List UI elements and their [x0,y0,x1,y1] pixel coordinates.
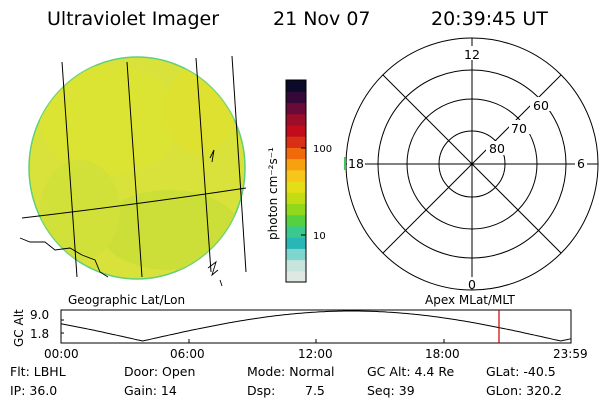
colorbar-tick-10: 10 [313,231,326,242]
colorbar-segment [286,102,306,115]
status-glon: GLon: 320.2 [486,383,562,398]
lat-label-80: 80 [489,141,505,156]
status-ip: IP: 36.0 [10,383,58,398]
colorbar-segment [286,169,306,182]
colorbar-segment [286,237,306,249]
altitude-xtick-1800: 18:00 [425,347,460,361]
mlt-6-bg [575,156,587,170]
colorbar-segment [286,203,306,216]
status-dsp-label: Dsp: [247,383,276,398]
status-gain: Gain: 14 [124,383,177,398]
colorbar-frame [285,79,307,283]
date-label: 21 Nov 07 [273,8,371,30]
colorbar-tick-100: 100 [313,144,332,155]
colorbar-ticks [301,147,306,236]
globe-panel-label: Geographic Lat/Lon [68,293,186,307]
earth-disk-image [28,56,246,280]
colorbar-segment [286,147,306,160]
status-door: Door: Open [124,364,196,379]
mlt-label-18: 18 [348,156,364,171]
colorbar-segment [286,113,306,126]
status-glat: GLat: -40.5 [486,364,556,379]
colorbar-segment [286,80,306,92]
altitude-ytick-max: 9.0 [30,308,50,322]
mlt-18-bg [347,156,365,170]
polar-plot [345,37,599,291]
geographic-grid-lines [21,55,247,278]
colorbar-segment [286,214,306,227]
status-flt: Flt: LBHL [10,364,66,379]
altitude-xtick-1200: 12:00 [298,347,333,361]
colorbar-segment [286,91,306,104]
altitude-plot-frame [60,309,572,344]
altitude-xtick-2359: 23:59 [553,347,588,361]
instrument-title: Ultraviolet Imager [47,8,220,30]
lat-60-bg [530,97,552,111]
colorbar-segment [286,259,306,272]
colorbar-unit-label: photon cm⁻²s⁻¹ [266,147,280,240]
lat-70-bg [509,120,531,134]
polar-panel-label: Apex MLat/MLT [425,293,515,307]
colorbar-segment [286,158,306,171]
colorbar-segment [286,270,306,283]
status-seq: Seq: 39 [367,383,415,398]
status-gc-alt: GC Alt: 4.4 Re [367,364,455,379]
altitude-x-ticks [61,319,445,343]
time-label: 20:39:45 UT [431,8,548,30]
colorbar [286,80,306,283]
status-mode: Mode: Normal [247,364,335,379]
lat-label-60: 60 [533,98,549,113]
coastline-lines [19,149,223,287]
colorbar-segment [286,181,306,193]
mlt-0-bg [465,277,477,289]
mlt-label-12: 12 [464,47,480,62]
colorbar-segment [286,124,306,137]
colorbar-segment [286,225,306,238]
lat-80-bg [486,141,508,155]
mlt-label-6: 6 [577,156,585,171]
altitude-xtick-0600: 06:00 [170,347,205,361]
status-dsp-value: 7.5 [305,383,325,398]
mlt-label-0: 0 [468,277,476,292]
colorbar-segment [286,192,306,205]
altitude-ylabel: GC Alt [12,309,26,347]
lat-label-70: 70 [511,121,527,136]
altitude-curve [60,310,572,342]
mlt-12-bg [462,46,482,60]
colorbar-segment [286,248,306,261]
altitude-ytick-min: 1.8 [30,327,50,341]
colorbar-segment [286,136,306,148]
altitude-xtick-0000: 00:00 [44,347,79,361]
